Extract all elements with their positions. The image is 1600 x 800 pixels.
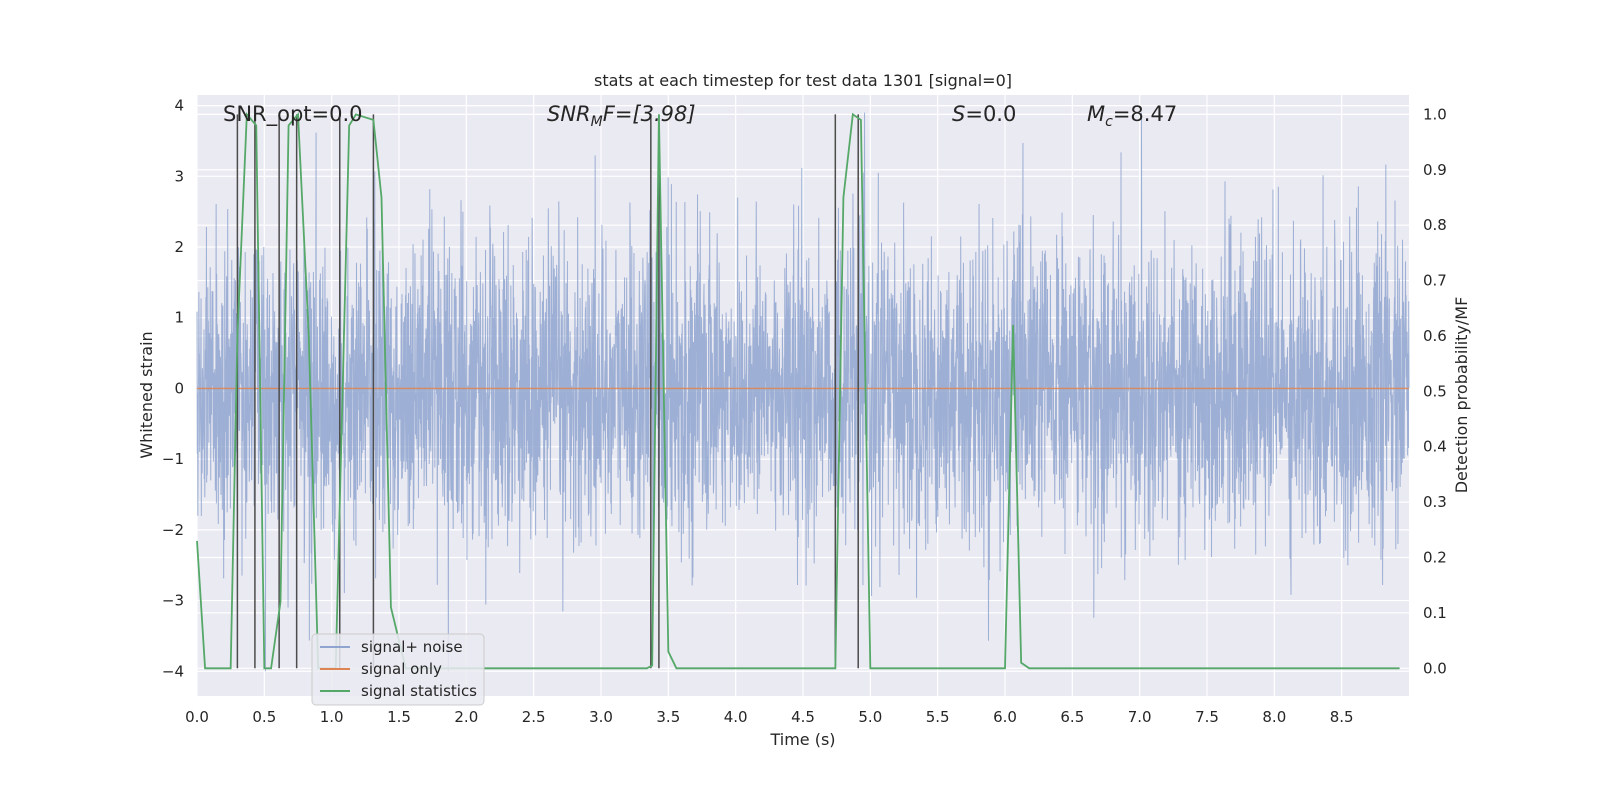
y-tick-label: 0	[174, 379, 184, 397]
legend-box	[311, 633, 485, 706]
x-tick-label: 8.0	[1262, 708, 1286, 726]
y-tick-label-right: 0.7	[1423, 272, 1447, 290]
series-signal-noise	[196, 112, 1410, 672]
y-tick-label: −1	[162, 450, 184, 468]
legend-label-signal-only: signal only	[361, 660, 442, 678]
annotation-snr-opt: SNR_opt=0.0	[223, 102, 363, 127]
x-tick-label: 3.0	[589, 708, 613, 726]
legend: signal+ noise signal only signal statist…	[311, 633, 485, 706]
y-tick-label-right: 0.6	[1423, 327, 1447, 345]
y-tick-label-right: 0.3	[1423, 493, 1447, 511]
y-tick-label: −4	[162, 662, 184, 680]
x-tick-label: 5.5	[926, 708, 950, 726]
y-tick-label-right: 1.0	[1423, 105, 1447, 123]
y-axis-label-right: Detection probability/MF	[1452, 297, 1471, 494]
x-tick-label: 4.0	[724, 708, 748, 726]
x-tick-label: 2.5	[522, 708, 546, 726]
y-tick-label: 3	[174, 167, 184, 185]
x-tick-label: 7.5	[1195, 708, 1219, 726]
y-tick-label-right: 0.8	[1423, 216, 1447, 234]
x-tick-label: 2.0	[454, 708, 478, 726]
x-tick-label: 0.5	[252, 708, 276, 726]
series-layer	[196, 112, 1410, 672]
annotation-mc: Mc=8.47	[1087, 102, 1177, 130]
y-tick-label-right: 0.5	[1423, 382, 1447, 400]
x-tick-label: 5.0	[858, 708, 882, 726]
annotation-snr-mf: SNRMF=[3.98]	[547, 102, 696, 130]
chart-title: stats at each timestep for test data 130…	[594, 71, 1012, 90]
legend-label-signal-noise: signal+ noise	[361, 638, 463, 656]
y-tick-label-right: 0.1	[1423, 604, 1447, 622]
y-tick-label-right: 0.9	[1423, 161, 1447, 179]
y-tick-label-right: 0.0	[1423, 659, 1447, 677]
series-signal-statistics	[196, 112, 1400, 670]
x-tick-label: 6.0	[993, 708, 1017, 726]
x-tick-label: 0.0	[185, 708, 209, 726]
y-tick-label: 4	[174, 97, 184, 115]
y-tick-label: −3	[162, 592, 184, 610]
y-tick-label-right: 0.4	[1423, 438, 1447, 456]
x-tick-label: 1.0	[320, 708, 344, 726]
x-tick-label: 3.5	[656, 708, 680, 726]
y-tick-label-right: 0.2	[1423, 549, 1447, 567]
x-tick-label: 8.5	[1330, 708, 1354, 726]
ticks-layer: 0.0 0.5 1.0 1.5 2.0 2.5 3.0 3.5 4.0 4.5 5.0 5.5 6.0 6…	[162, 97, 1447, 726]
x-tick-label: 4.5	[791, 708, 815, 726]
y-tick-label: 1	[174, 309, 184, 327]
y-tick-label: 2	[174, 238, 184, 256]
x-axis-label: Time (s)	[769, 730, 835, 749]
y-tick-label: −2	[162, 521, 184, 539]
x-tick-label: 7.0	[1128, 708, 1152, 726]
annotation-s: S=0.0	[952, 102, 1016, 126]
x-tick-label: 6.5	[1060, 708, 1084, 726]
legend-label-signal-statistics: signal statistics	[361, 682, 477, 700]
y-axis-label: Whitened strain	[137, 331, 156, 458]
x-tick-label: 1.5	[387, 708, 411, 726]
